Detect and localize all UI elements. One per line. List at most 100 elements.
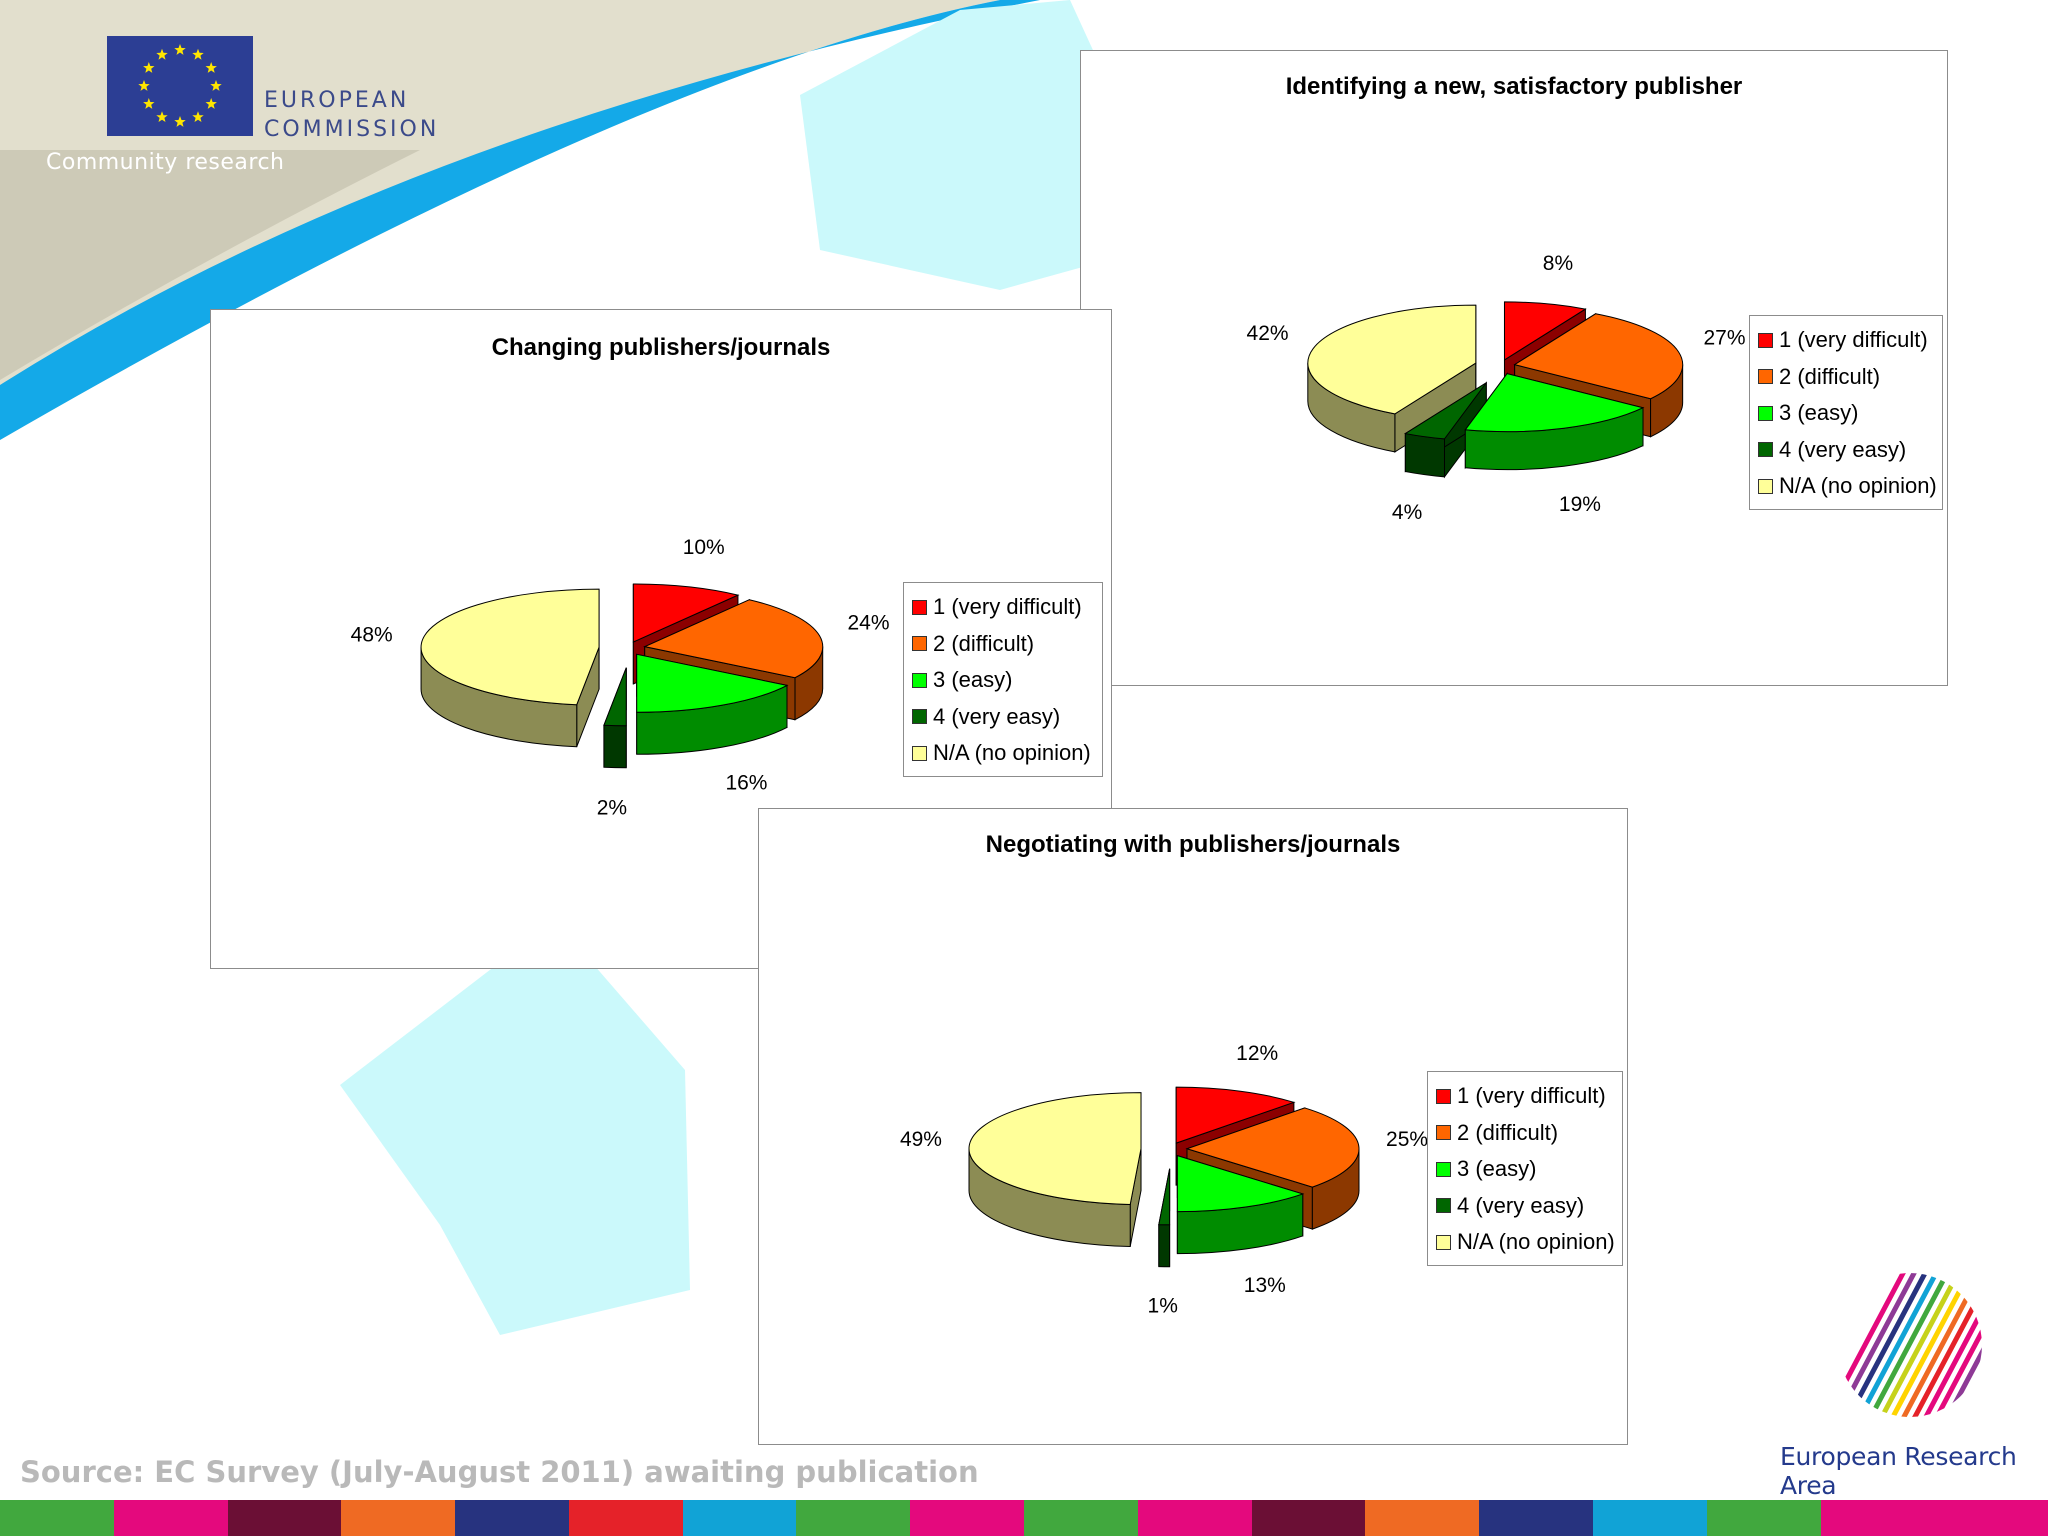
legend-item: 3 (easy) <box>912 662 1096 699</box>
strip-segment <box>227 1500 342 1536</box>
pie-chart-changing: 10% 24% 48% 16% 2% <box>351 536 890 820</box>
strip-segment <box>1024 1500 1138 1536</box>
legend-label: 1 (very difficult) <box>1779 327 1928 353</box>
chart-legend: 1 (very difficult) 2 (difficult) 3 (easy… <box>1749 315 1943 510</box>
pie-data-label: 1% <box>1148 1294 1178 1317</box>
eu-star <box>174 44 186 55</box>
eu-star <box>210 80 222 91</box>
strip-segment <box>682 1500 797 1536</box>
legend-swatch <box>1758 405 1773 421</box>
brand-line2: COMMISSION <box>264 117 440 142</box>
legend-label: 1 (very difficult) <box>933 594 1082 620</box>
legend-label: 3 (easy) <box>1779 400 1859 426</box>
pie-slice-top <box>1158 1168 1171 1226</box>
legend-label: N/A (no opinion) <box>1457 1229 1615 1255</box>
pie-slice-top <box>1513 313 1684 400</box>
pie-slice-top <box>1464 373 1645 433</box>
pie-slice-rim <box>1158 1224 1171 1268</box>
pie-slice <box>968 1092 1142 1247</box>
pie-data-label: 25% <box>1386 1128 1428 1151</box>
chart-title: Negotiating with publishers/journals <box>985 831 1401 858</box>
chart-legend: 1 (very difficult) 2 (difficult) 3 (easy… <box>903 582 1103 777</box>
legend-swatch <box>1436 1234 1451 1250</box>
footer-color-strip <box>0 1500 2048 1536</box>
legend-label: 1 (very difficult) <box>1457 1083 1606 1109</box>
legend-label: 4 (very easy) <box>1457 1192 1585 1218</box>
era-logo-stripe <box>1850 1273 1946 1417</box>
pie-data-label: 16% <box>725 772 767 795</box>
legend-swatch <box>1758 478 1773 494</box>
strip-segment <box>1479 1500 1593 1536</box>
era-logo-stripe <box>1872 1273 1968 1417</box>
chart-panel-identifying: Identifying a new, satisfactory publishe… <box>1080 50 1948 686</box>
chart-title: Changing publishers/journals <box>491 334 831 361</box>
pie-slice <box>1158 1168 1171 1268</box>
pie-slice-top <box>636 653 789 713</box>
legend-item: N/A (no opinion) <box>1758 468 1937 505</box>
legend-item: 2 (difficult) <box>1436 1115 1616 1152</box>
pie-slice-top <box>1403 382 1487 440</box>
pie-slice <box>636 653 789 755</box>
legend-item: 1 (very difficult) <box>1758 322 1936 359</box>
strip-segment <box>796 1500 911 1536</box>
legend-label: 2 (difficult) <box>1457 1119 1559 1145</box>
chart-legend: 1 (very difficult) 2 (difficult) 3 (easy… <box>1427 1071 1623 1266</box>
legend-item: 1 (very difficult) <box>1436 1078 1616 1115</box>
legend-swatch <box>1758 369 1773 385</box>
strip-segment <box>455 1500 569 1536</box>
eu-star <box>205 98 217 109</box>
pie-slice-top <box>1503 301 1587 361</box>
pie-data-label: 10% <box>683 536 725 559</box>
legend-label: N/A (no opinion) <box>1779 473 1937 499</box>
pie-slice-top <box>968 1092 1142 1205</box>
legend-item: 4 (very easy) <box>1436 1188 1616 1225</box>
pie-slice-top <box>1307 304 1477 415</box>
eu-star <box>156 48 168 60</box>
pie-slice <box>603 667 627 769</box>
pie-slice-top <box>632 583 740 643</box>
legend-label: 3 (easy) <box>933 667 1013 693</box>
legend-item: 3 (easy) <box>1758 395 1936 432</box>
legend-swatch <box>1436 1125 1451 1141</box>
pie-data-label: 19% <box>1559 493 1601 516</box>
pie-slice-top <box>1185 1107 1360 1188</box>
era-logo-stripe <box>1985 1260 2048 1430</box>
legend-label: 4 (very easy) <box>1779 436 1907 462</box>
eu-star <box>138 80 150 91</box>
strip-segment <box>1251 1500 1366 1536</box>
legend-item: 4 (very easy) <box>1758 432 1936 469</box>
pie-slice-top <box>420 588 600 706</box>
pie-data-label: 49% <box>900 1128 942 1151</box>
strip-segment <box>1365 1500 1480 1536</box>
legend-item: 2 (difficult) <box>1758 359 1936 396</box>
strip-segment <box>341 1500 456 1536</box>
pie-data-label: 4% <box>1392 501 1422 524</box>
eu-star <box>174 116 186 127</box>
pie-data-label: 8% <box>1543 252 1573 275</box>
pie-slice <box>1176 1154 1305 1255</box>
pie-slice-top <box>643 599 824 679</box>
community-research-label: Community research <box>46 150 285 175</box>
header-white-band <box>0 150 420 380</box>
era-logo-stripe <box>1916 1273 1982 1417</box>
legend-swatch <box>1436 1198 1451 1214</box>
strip-segment <box>0 1500 114 1536</box>
legend-item: 3 (easy) <box>1436 1151 1616 1188</box>
legend-swatch <box>1758 332 1773 348</box>
legend-item: 4 (very easy) <box>912 699 1096 736</box>
legend-label: 3 (easy) <box>1457 1156 1537 1182</box>
pie-slice-top <box>1175 1086 1296 1144</box>
legend-item: 2 (difficult) <box>912 626 1096 663</box>
era-logo-stripe <box>1838 1273 1913 1417</box>
pie-slice-rim <box>1404 432 1445 478</box>
legend-swatch <box>912 599 927 615</box>
era-logo-stripe <box>1905 1273 1982 1417</box>
era-logo-stripe <box>1861 1273 1957 1417</box>
strip-segment <box>568 1500 683 1536</box>
legend-swatch <box>1436 1161 1451 1177</box>
pie-slice <box>1464 372 1645 471</box>
pie-data-label: 12% <box>1236 1042 1278 1065</box>
strip-segment <box>113 1500 228 1536</box>
legend-swatch <box>912 672 927 688</box>
era-logo-stripe <box>1927 1273 1982 1417</box>
